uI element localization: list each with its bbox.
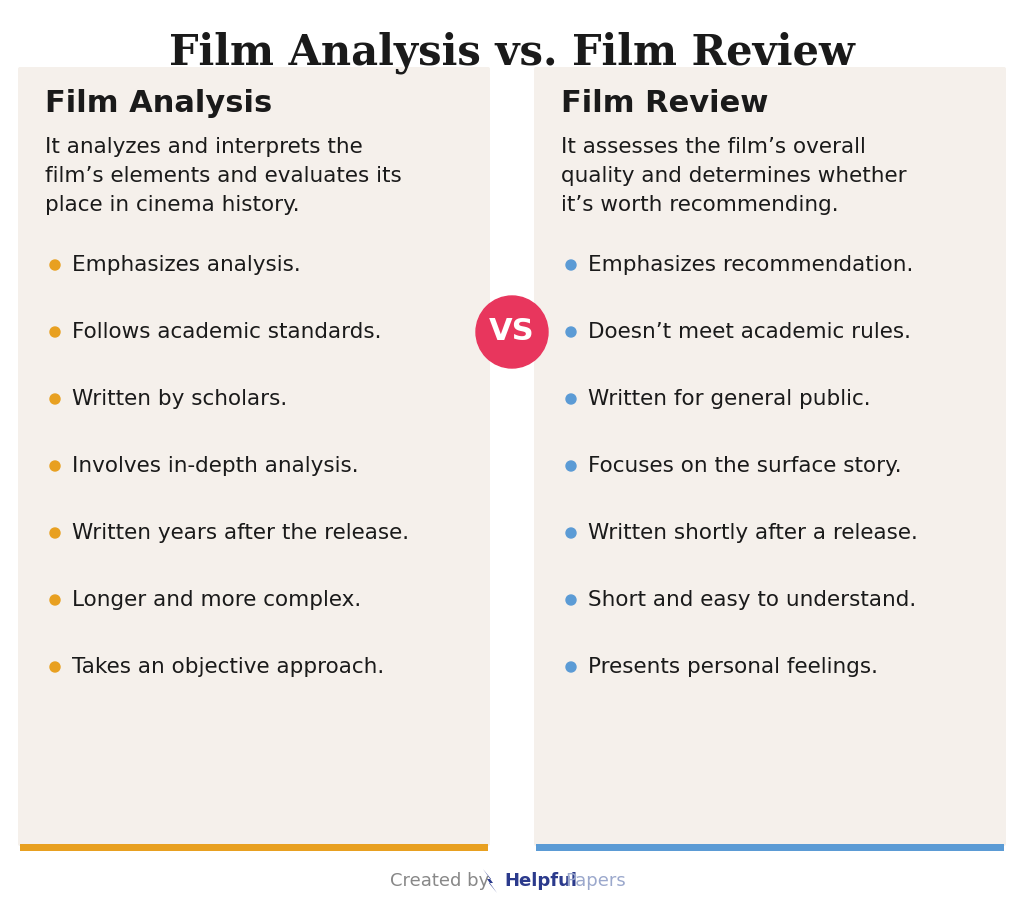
Text: Focuses on the surface story.: Focuses on the surface story. (588, 456, 901, 476)
Text: Film Analysis: Film Analysis (45, 89, 272, 118)
Bar (536, 844, 1004, 851)
Text: Follows academic standards.: Follows academic standards. (72, 322, 382, 342)
Text: It analyzes and interprets the
film’s elements and evaluates its
place in cinema: It analyzes and interprets the film’s el… (45, 137, 401, 215)
Text: Film Review: Film Review (561, 89, 768, 118)
Circle shape (566, 662, 575, 672)
Circle shape (50, 260, 60, 270)
Text: Written shortly after a release.: Written shortly after a release. (588, 523, 918, 543)
Text: It assesses the film’s overall
quality and determines whether
it’s worth recomme: It assesses the film’s overall quality a… (561, 137, 906, 215)
Text: Helpful: Helpful (504, 872, 577, 890)
Circle shape (566, 327, 575, 337)
Text: Involves in-depth analysis.: Involves in-depth analysis. (72, 456, 358, 476)
Circle shape (566, 595, 575, 605)
Text: Short and easy to understand.: Short and easy to understand. (588, 590, 916, 610)
Circle shape (566, 260, 575, 270)
Text: Emphasizes analysis.: Emphasizes analysis. (72, 255, 301, 275)
Text: Written years after the release.: Written years after the release. (72, 523, 410, 543)
Text: Written by scholars.: Written by scholars. (72, 389, 288, 409)
Bar (20, 844, 488, 851)
Text: Presents personal feelings.: Presents personal feelings. (588, 657, 878, 677)
Circle shape (50, 461, 60, 471)
Circle shape (566, 461, 575, 471)
Circle shape (50, 528, 60, 538)
Circle shape (50, 662, 60, 672)
FancyBboxPatch shape (18, 67, 490, 846)
Circle shape (476, 296, 548, 368)
Text: Written for general public.: Written for general public. (588, 389, 870, 409)
Text: Doesn’t meet academic rules.: Doesn’t meet academic rules. (588, 322, 911, 342)
FancyBboxPatch shape (534, 67, 1006, 846)
Text: Papers: Papers (565, 872, 626, 890)
Text: Emphasizes recommendation.: Emphasizes recommendation. (588, 255, 913, 275)
Circle shape (50, 595, 60, 605)
Polygon shape (483, 869, 497, 893)
Circle shape (566, 394, 575, 404)
Text: Created by: Created by (390, 872, 489, 890)
Circle shape (50, 394, 60, 404)
Text: Takes an objective approach.: Takes an objective approach. (72, 657, 384, 677)
Text: VS: VS (489, 317, 535, 346)
Text: Film Analysis vs. Film Review: Film Analysis vs. Film Review (169, 31, 855, 74)
Circle shape (566, 528, 575, 538)
Circle shape (50, 327, 60, 337)
Text: Longer and more complex.: Longer and more complex. (72, 590, 361, 610)
